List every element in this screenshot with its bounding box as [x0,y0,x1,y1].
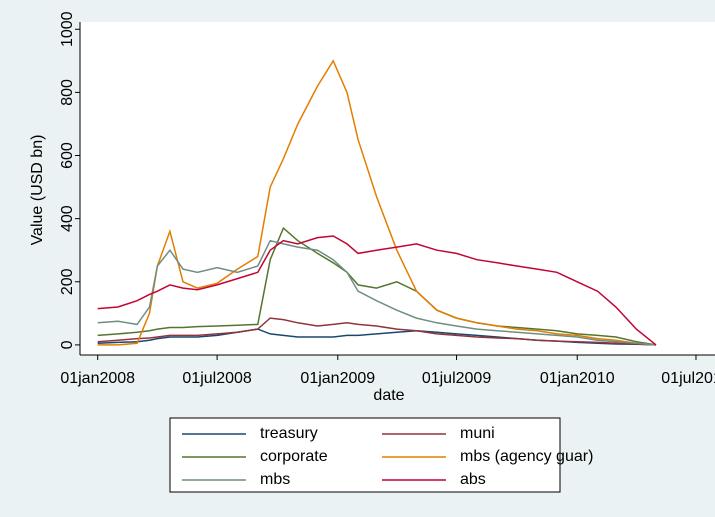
legend-label: abs [460,471,486,488]
x-tick-label: 01jan2009 [300,370,375,387]
x-tick-label: 01jul2009 [422,370,492,387]
x-tick-label: 01jul2010 [661,370,715,387]
x-tick-label: 01jan2010 [540,370,615,387]
x-tick-label: 01jul2008 [182,370,252,387]
legend-label: treasury [260,425,318,442]
series-line [97,235,657,346]
legend-label: mbs [260,471,290,488]
y-tick-label: 600 [59,142,76,169]
y-axis-title: Value (USD bn) [29,135,46,246]
x-axis-title: date [373,387,404,404]
series-line [97,59,657,346]
legend-label: mbs (agency guar) [460,448,593,465]
y-tick-label: 200 [59,268,76,295]
x-tick-label: 01jan2008 [60,370,135,387]
plot-region [80,22,715,355]
legend-box [169,417,561,493]
y-tick-label: 800 [59,79,76,106]
y-tick-label: 400 [59,205,76,232]
legend-label: muni [460,425,495,442]
y-tick-label: 1000 [59,11,76,47]
legend-label: corporate [260,448,328,465]
series-line [97,239,657,346]
y-tick-label: 0 [59,340,76,349]
series-line [97,317,657,346]
